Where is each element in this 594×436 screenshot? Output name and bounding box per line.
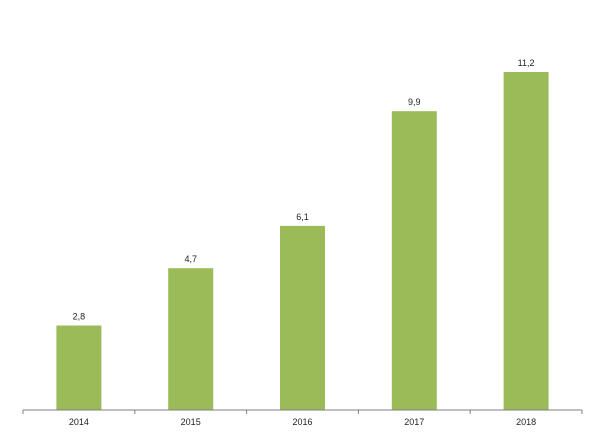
tick-label-2016: 2016 [292,417,312,427]
bar-2014 [56,325,102,410]
tick-label-2015: 2015 [181,417,201,427]
bar-2015 [168,268,214,410]
bar-2018 [503,72,549,410]
bar-2017 [391,111,437,410]
value-label-2014: 2,8 [73,312,86,322]
tick-label-2018: 2018 [516,417,536,427]
value-labels-group: 2,8 4,7 6,1 9,9 11,2 [73,58,535,322]
bar-2016 [280,225,325,410]
x-axis-tick-labels: 2014 2015 2016 2017 2018 [69,417,536,427]
bars-group [56,72,549,410]
value-label-2016: 6,1 [296,212,309,222]
value-label-2015: 4,7 [184,254,197,264]
value-label-2018: 11,2 [518,58,535,68]
tick-label-2017: 2017 [404,417,424,427]
tick-label-2014: 2014 [69,417,89,427]
x-axis-ticks [22,410,583,414]
value-label-2017: 9,9 [408,97,421,107]
